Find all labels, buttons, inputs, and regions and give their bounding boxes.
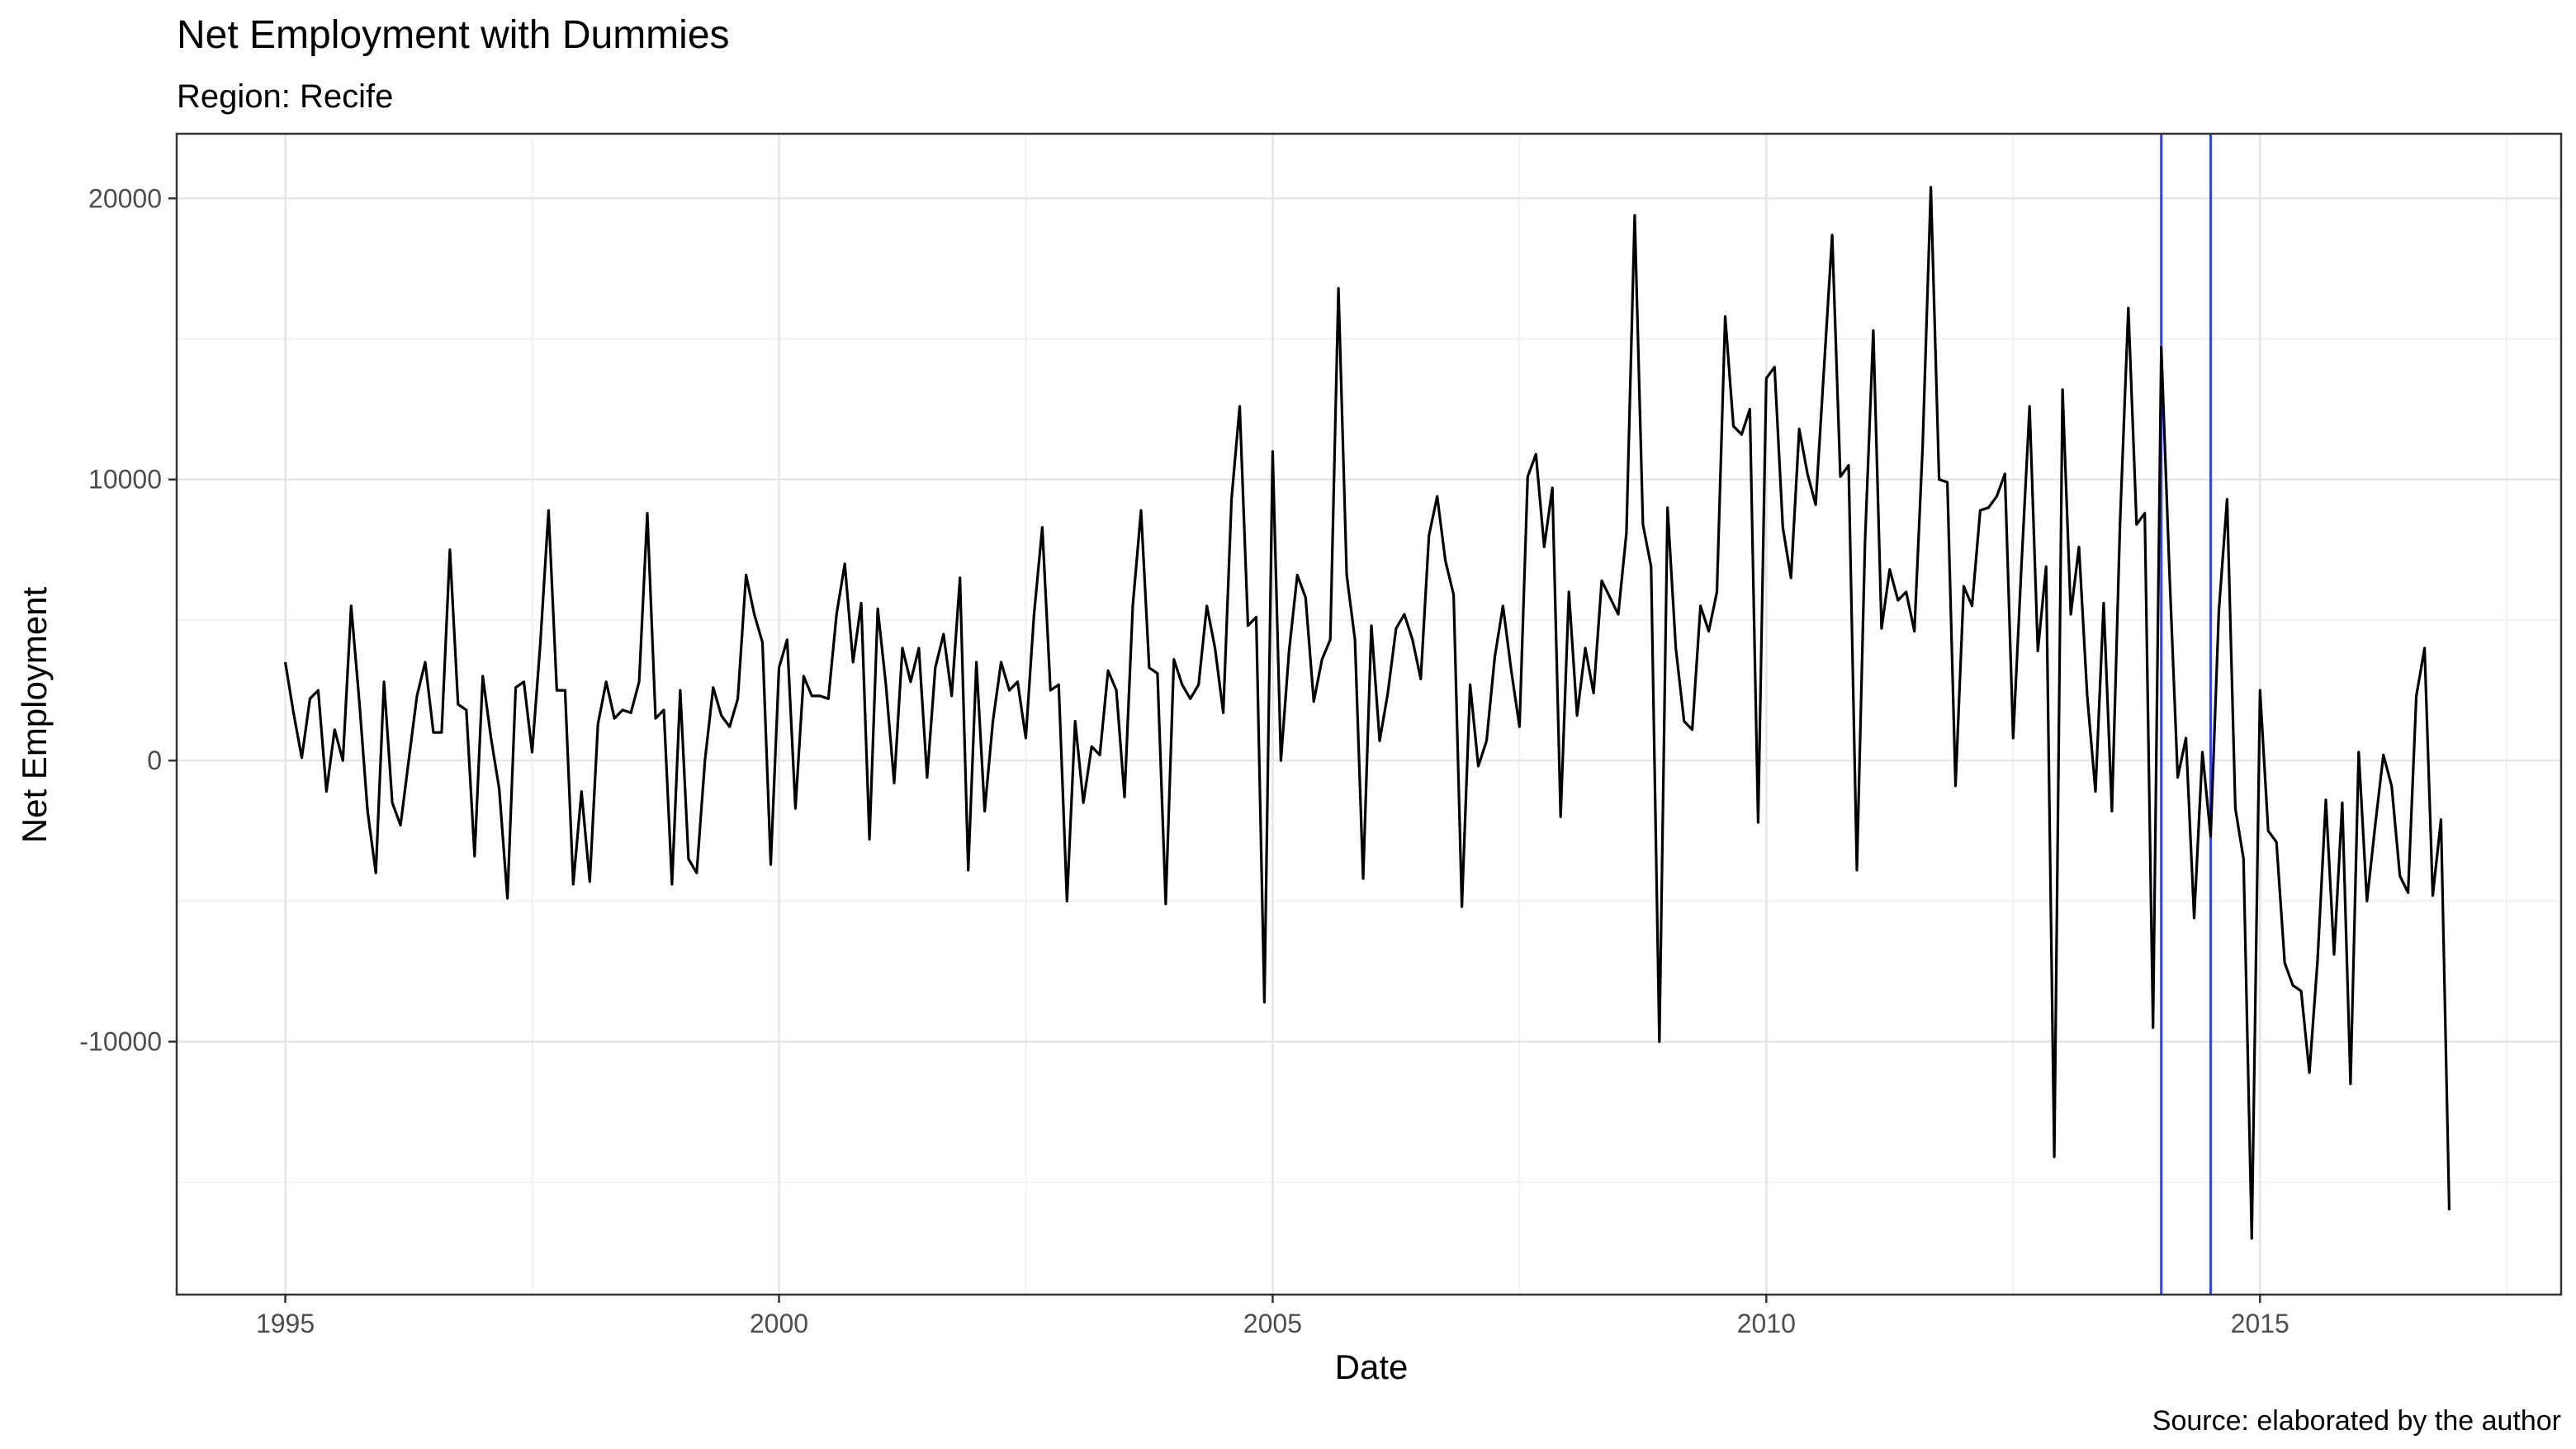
y-tick-label: -10000	[79, 1027, 162, 1057]
panel-border	[175, 132, 2563, 1296]
y-axis-label: Net Employment	[15, 586, 54, 843]
x-tick-label: 2000	[750, 1309, 808, 1338]
x-tick-label: 2010	[1737, 1309, 1796, 1338]
net-employment-line	[283, 186, 2451, 1240]
chart-title: Net Employment with Dummies	[177, 13, 730, 57]
y-tick-label: 20000	[88, 183, 162, 213]
y-tick-label: 10000	[88, 465, 162, 495]
y-tick-label: 0	[147, 746, 162, 775]
chart-caption: Source: elaborated by the author	[2152, 1405, 2561, 1437]
x-axis-label: Date	[1335, 1347, 1409, 1386]
dummy-lines	[2160, 134, 2212, 1295]
x-axis-ticks: 1995 2000 2005 2010 2015	[256, 1295, 2290, 1338]
x-tick-label: 2015	[2231, 1309, 2290, 1338]
x-tick-label: 2005	[1243, 1309, 1302, 1338]
chart-subtitle: Region: Recife	[177, 78, 393, 115]
x-tick-label: 1995	[256, 1309, 315, 1338]
y-axis-ticks: -10000 0 10000 20000	[79, 183, 177, 1057]
